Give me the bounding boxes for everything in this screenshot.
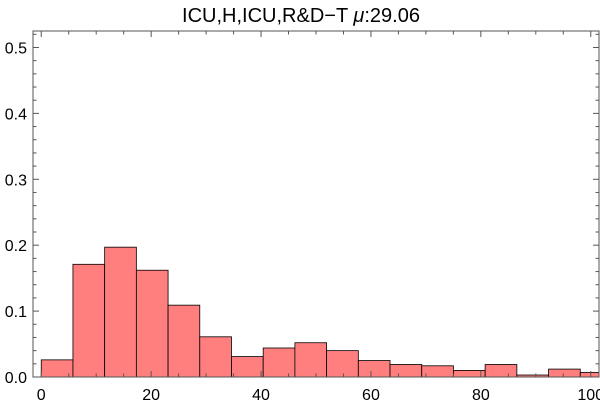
histogram-bar bbox=[484, 364, 518, 378]
y-tick-label: 0.2 bbox=[5, 238, 27, 255]
histogram-bar bbox=[389, 364, 423, 378]
x-tick-label: 0 bbox=[37, 387, 46, 404]
histogram-bar bbox=[262, 347, 296, 378]
x-axis-ticks: 0 20 40 60 80 100 bbox=[37, 31, 600, 404]
y-tick-label: 0.5 bbox=[5, 40, 27, 57]
y-tick-label: 0.3 bbox=[5, 172, 27, 189]
y-tick-label: 0.0 bbox=[5, 370, 27, 387]
histogram-bar bbox=[231, 356, 264, 378]
chart-title-mu: μ bbox=[352, 5, 364, 27]
chart-title-value: :29.06 bbox=[364, 5, 420, 27]
histogram-bar bbox=[104, 246, 137, 378]
x-tick-label: 20 bbox=[142, 387, 160, 404]
histogram-bar bbox=[199, 336, 232, 378]
y-tick-label: 0.1 bbox=[5, 304, 27, 321]
histogram-bar bbox=[548, 368, 581, 378]
histogram-bar bbox=[72, 263, 106, 378]
histogram-bars bbox=[40, 246, 600, 378]
x-tick-label: 100 bbox=[577, 387, 600, 404]
histogram-bar bbox=[135, 269, 169, 378]
histogram-bar bbox=[40, 359, 74, 378]
histogram-bar bbox=[167, 304, 201, 378]
y-axis-ticks: 0.0 0.1 0.2 0.3 0.4 0.5 bbox=[5, 33, 599, 387]
chart-title-main: ICU,H,ICU,R&D−T bbox=[182, 5, 353, 27]
histogram-bar bbox=[579, 371, 600, 378]
histogram-bar bbox=[326, 350, 359, 378]
y-tick-label: 0.4 bbox=[5, 106, 27, 123]
histogram-bar bbox=[357, 360, 391, 378]
x-tick-label: 80 bbox=[472, 387, 490, 404]
chart-title: ICU,H,ICU,R&D−T μ:29.06 bbox=[182, 5, 420, 27]
histogram-bar bbox=[421, 365, 454, 378]
x-tick-label: 60 bbox=[362, 387, 380, 404]
histogram-bar bbox=[294, 342, 328, 378]
x-tick-label: 40 bbox=[252, 387, 270, 404]
